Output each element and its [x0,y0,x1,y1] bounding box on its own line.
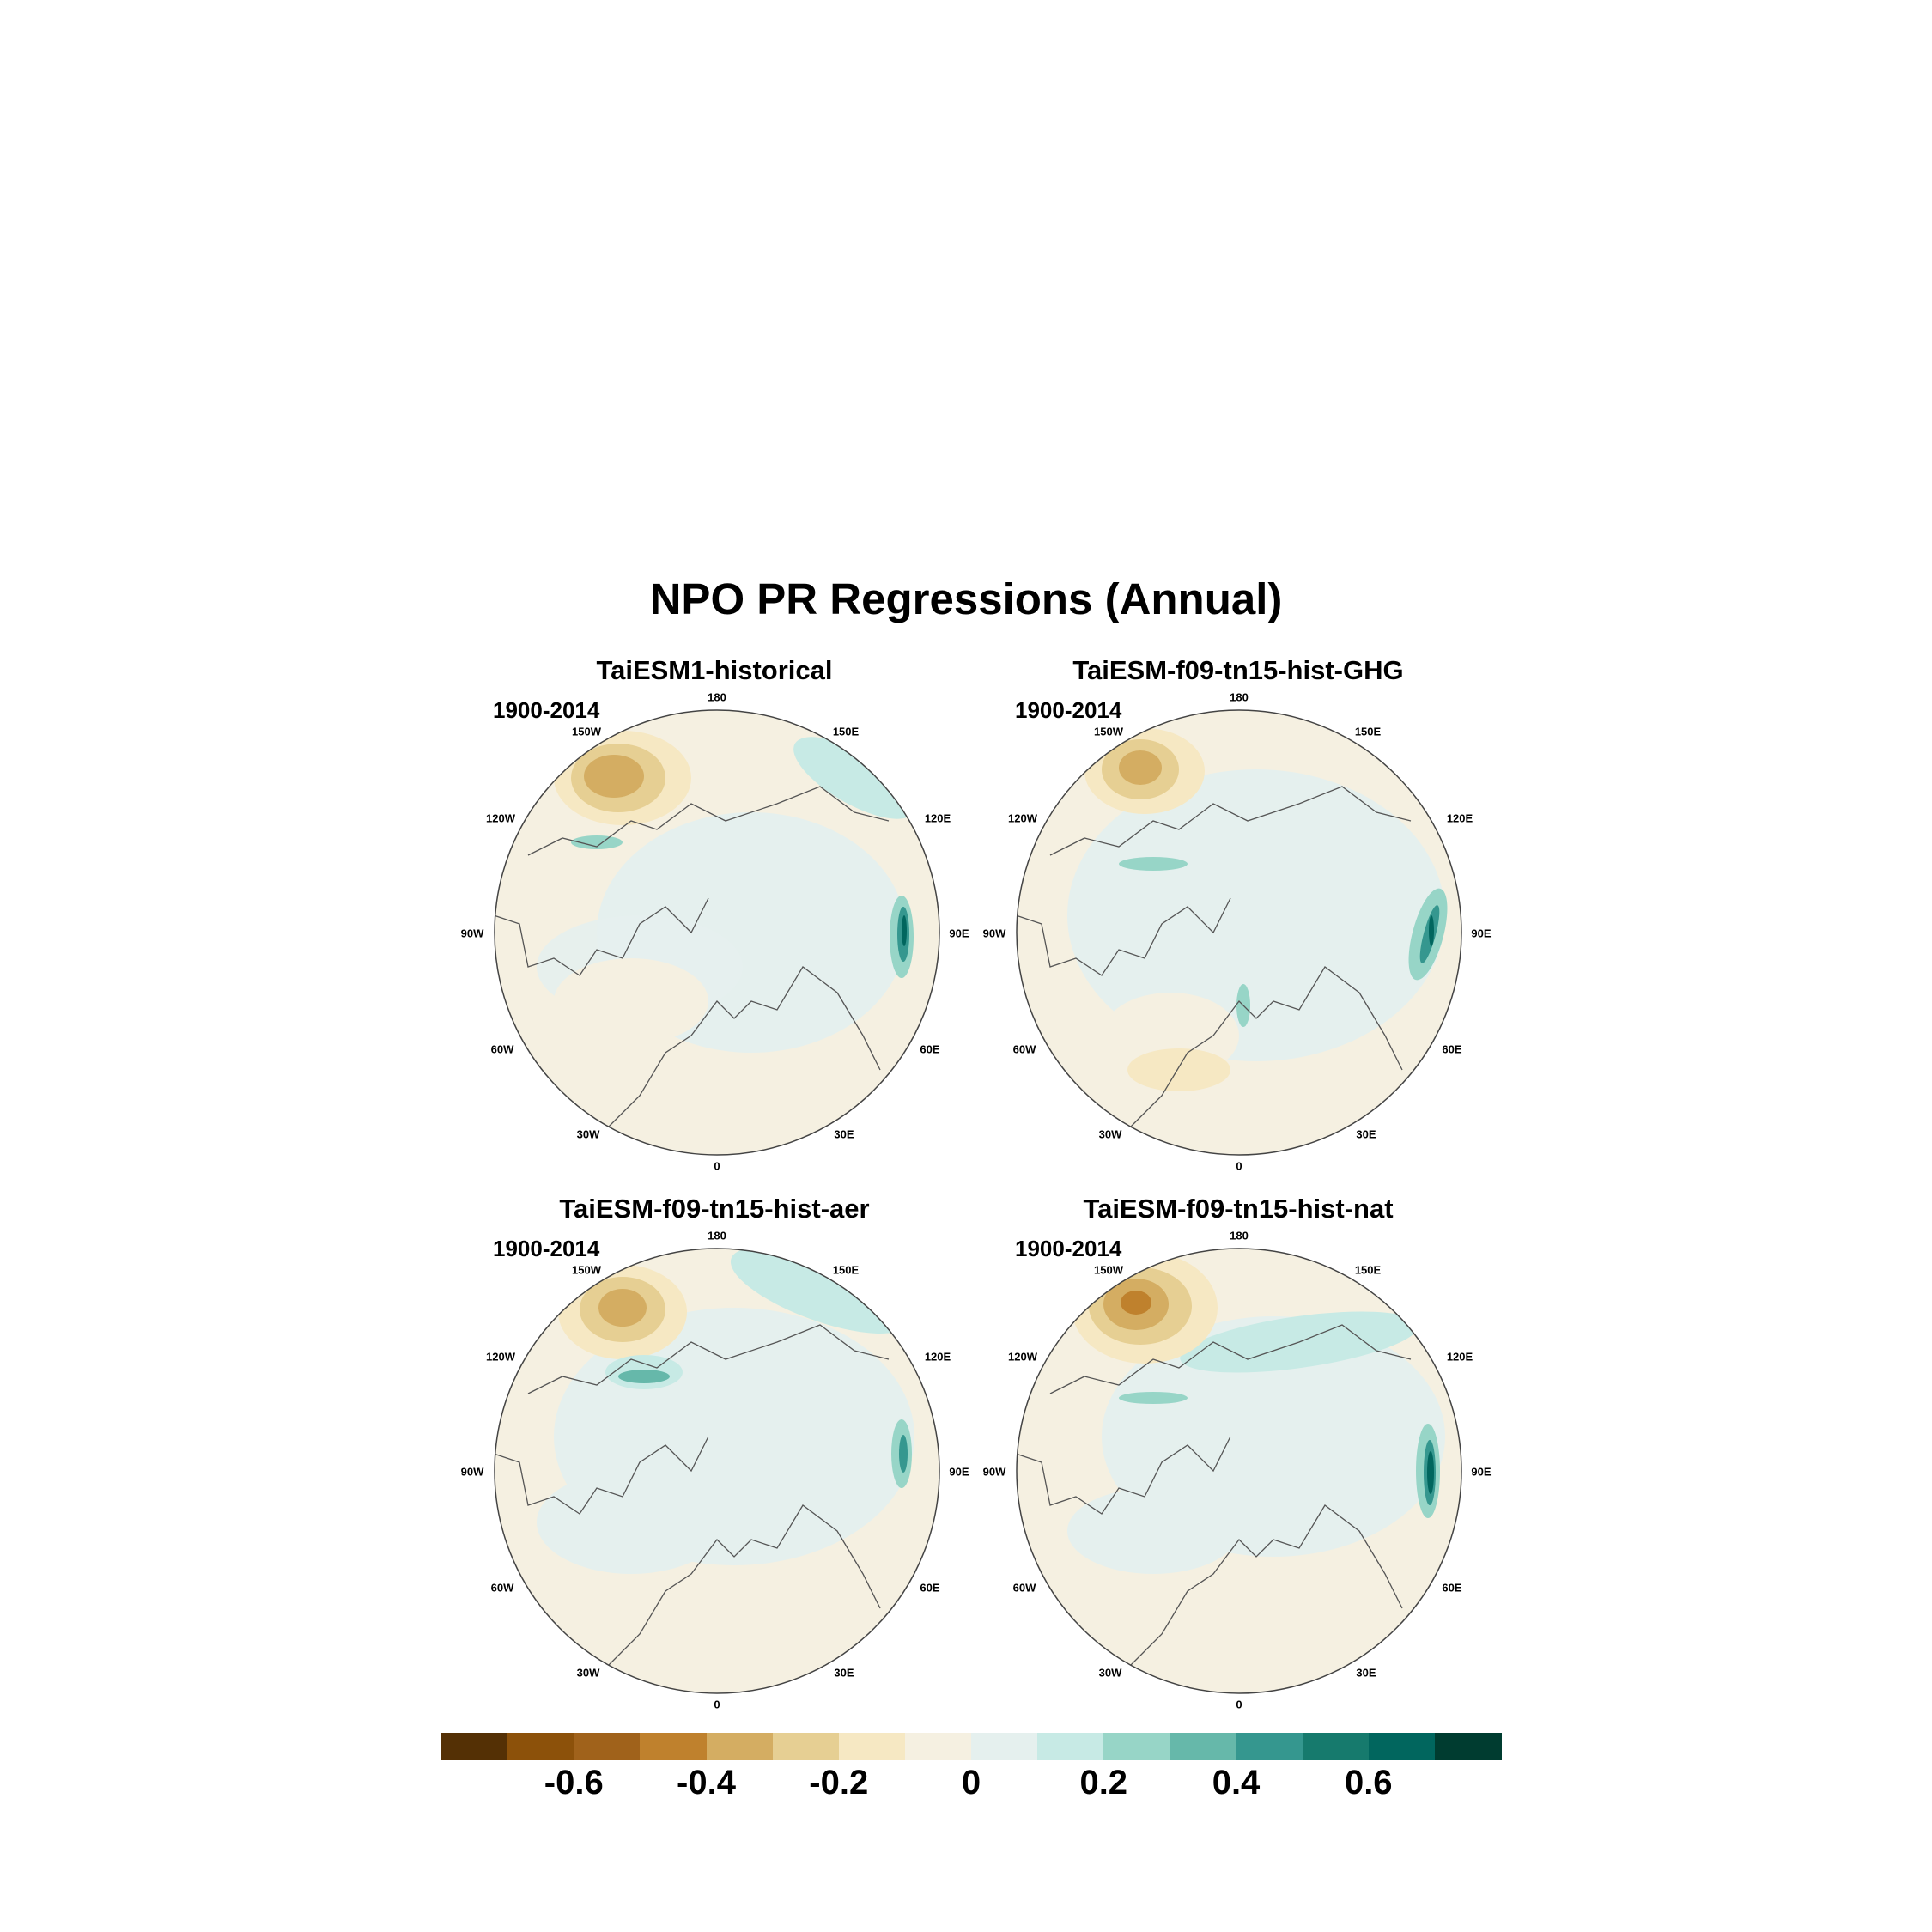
longitude-label: 180 [708,690,726,704]
longitude-label: 90W [982,1465,1006,1479]
longitude-label: 120E [1446,811,1473,825]
colorbar-tick-label: 0.6 [1344,1764,1393,1801]
longitude-label: 0 [714,1698,720,1711]
colorbar-swatch [904,1733,972,1760]
longitude-label: 120E [1446,1350,1473,1364]
longitude-label: 150W [572,1263,601,1277]
longitude-label: 120W [1008,1350,1037,1364]
colorbar-swatch [441,1733,508,1760]
longitude-label: 150E [1354,1263,1382,1277]
longitude-label: 90E [1471,927,1492,940]
panel-period: 1900-2014 [493,697,600,723]
longitude-label: 150W [1094,1263,1123,1277]
longitude-label: 150W [572,725,601,738]
longitude-label: 60E [1442,1581,1462,1595]
longitude-label: 30W [1098,1666,1122,1680]
colorbar-tick-label: -0.4 [677,1764,736,1801]
longitude-label: 180 [1230,1229,1249,1242]
longitude-label: 180 [1230,690,1249,704]
figure-title: NPO PR Regressions (Annual) [649,574,1283,623]
longitude-label: 90E [949,927,969,940]
longitude-label: 120E [924,811,951,825]
colorbar-swatch [1170,1733,1236,1760]
colorbar-swatch [507,1733,574,1760]
colorbar-tick-label: 0.2 [1079,1764,1128,1801]
colorbar-tick-label: -0.6 [544,1764,604,1801]
colorbar-tick-label: -0.2 [809,1764,869,1801]
longitude-label: 150E [1354,725,1382,738]
panel-title: TaiESM-f09-tn15-hist-nat [1083,1194,1394,1224]
polar-map [1016,1248,1462,1694]
polar-map [1016,709,1462,1156]
longitude-label: 150E [832,1263,860,1277]
longitude-label: 30W [1098,1127,1122,1141]
colorbar-tick-label: 0.4 [1212,1764,1261,1801]
longitude-label: 30W [576,1127,600,1141]
longitude-label: 60W [490,1581,514,1595]
longitude-label: 90W [460,927,484,940]
longitude-label: 120E [924,1350,951,1364]
colorbar-tick-label: 0 [961,1764,981,1801]
longitude-label: 30E [1356,1127,1376,1141]
longitude-label: 180 [708,1229,726,1242]
longitude-label: 30E [834,1666,854,1680]
longitude-label: 60W [1012,1042,1036,1056]
polar-map [494,709,940,1156]
longitude-label: 90E [1471,1465,1492,1479]
panel-period: 1900-2014 [1015,1236,1122,1261]
longitude-label: 60E [920,1042,940,1056]
colorbar-swatch [1368,1733,1436,1760]
longitude-label: 60E [1442,1042,1462,1056]
longitude-label: 90E [949,1465,969,1479]
colorbar-swatch [971,1733,1038,1760]
longitude-label: 0 [1236,1698,1242,1711]
longitude-label: 60E [920,1581,940,1595]
colorbar-swatch [574,1733,641,1760]
colorbar-swatch [772,1733,840,1760]
colorbar-swatch [838,1733,906,1760]
panel-title: TaiESM-f09-tn15-hist-GHG [1072,655,1404,685]
colorbar [441,1733,1502,1762]
polar-map [494,1248,940,1694]
colorbar-swatch [1037,1733,1104,1760]
longitude-label: 150W [1094,725,1123,738]
longitude-label: 30E [1356,1666,1376,1680]
colorbar-swatch [640,1733,707,1760]
colorbar-swatch [1434,1733,1502,1760]
longitude-label: 120W [1008,811,1037,825]
panel-title: TaiESM1-historical [596,655,833,685]
longitude-label: 90W [982,927,1006,940]
longitude-label: 30W [576,1666,600,1680]
longitude-label: 60W [490,1042,514,1056]
longitude-label: 120W [486,811,515,825]
panel-title: TaiESM-f09-tn15-hist-aer [559,1194,870,1224]
longitude-label: 60W [1012,1581,1036,1595]
panel-period: 1900-2014 [1015,697,1122,723]
longitude-label: 0 [714,1159,720,1173]
colorbar-swatch [1236,1733,1303,1760]
longitude-label: 90W [460,1465,484,1479]
longitude-label: 30E [834,1127,854,1141]
panel-period: 1900-2014 [493,1236,600,1261]
colorbar-swatch [1302,1733,1370,1760]
longitude-label: 150E [832,725,860,738]
longitude-label: 0 [1236,1159,1242,1173]
colorbar-swatch [1103,1733,1170,1760]
colorbar-swatch [706,1733,774,1760]
longitude-label: 120W [486,1350,515,1364]
